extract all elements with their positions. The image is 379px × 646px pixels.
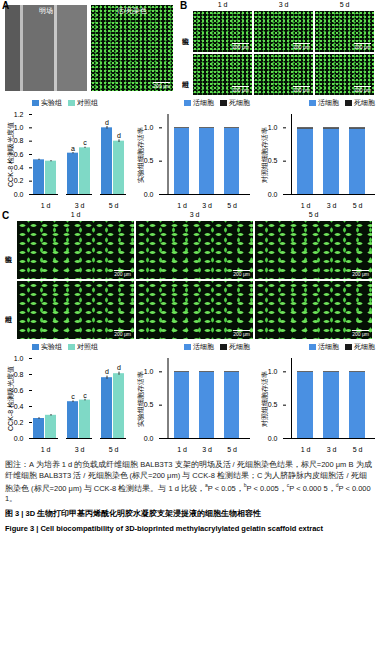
svg-text:5 d: 5 d	[109, 202, 119, 208]
svg-text:对照组细胞存活率: 对照组细胞存活率	[261, 127, 269, 183]
html-text:200 μm: 200 μm	[114, 271, 131, 277]
html-text:活细胞: 活细胞	[193, 99, 214, 106]
svg-text:0.2: 0.2	[14, 177, 24, 184]
svg-text:0.0: 0.0	[14, 191, 24, 198]
html-text:活细胞: 活细胞	[318, 99, 339, 106]
svg-text:1 d: 1 d	[41, 446, 51, 452]
html-text:1 d: 1 d	[70, 211, 81, 218]
svg-text:0.0: 0.0	[268, 435, 278, 442]
svg-text:1.0: 1.0	[144, 124, 154, 131]
html-text:200 μm: 200 μm	[233, 331, 250, 337]
html-text:死细胞: 死细胞	[354, 343, 375, 350]
html-text:200 μm: 200 μm	[232, 87, 249, 93]
svg-text:1.2: 1.2	[14, 111, 24, 118]
html-text:对照组: 对照组	[77, 99, 98, 106]
html-text:活细胞: 活细胞	[193, 343, 214, 350]
svg-text:1.0: 1.0	[14, 355, 24, 362]
html-text:200 μm: 200 μm	[352, 331, 369, 337]
svg-text:实验组细胞存活率: 实验组细胞存活率	[137, 371, 144, 427]
svg-text:0.8: 0.8	[14, 137, 24, 144]
html-text:死细胞: 死细胞	[229, 343, 250, 350]
svg-text:CCK-8 检测吸光度值: CCK-8 检测吸光度值	[7, 122, 14, 187]
svg-text:3 d: 3 d	[75, 202, 85, 208]
svg-text:d: d	[117, 132, 121, 139]
svg-text:1.0: 1.0	[268, 368, 278, 375]
html-text:200 μm: 200 μm	[233, 271, 250, 277]
svg-text:0.6: 0.6	[14, 387, 24, 394]
svg-text:c: c	[83, 392, 87, 399]
svg-text:5 d: 5 d	[353, 202, 363, 208]
svg-text:0.5: 0.5	[144, 157, 154, 164]
svg-text:实验组细胞存活率: 实验组细胞存活率	[137, 127, 144, 183]
svg-text:5 d: 5 d	[109, 446, 119, 452]
svg-text:3 d: 3 d	[327, 202, 337, 208]
svg-text:3 d: 3 d	[202, 202, 212, 208]
html-text:200 μm: 200 μm	[354, 44, 371, 50]
svg-text:1 d: 1 d	[301, 446, 311, 452]
svg-text:5 d: 5 d	[227, 202, 237, 208]
html-text:图 3 | 3D 生物打印甲基丙烯酰化明胶水凝胶支架浸提液的: 图 3 | 3D 生物打印甲基丙烯酰化明胶水凝胶支架浸提液的细胞生物相容性	[5, 509, 262, 518]
html-text:A: A	[2, 0, 10, 11]
svg-text:0.2: 0.2	[14, 419, 24, 426]
svg-text:d: d	[105, 368, 109, 375]
svg-text:0.0: 0.0	[144, 435, 154, 442]
svg-text:d: d	[117, 364, 121, 371]
svg-text:c: c	[83, 139, 87, 146]
html-text:B: B	[180, 0, 188, 11]
html-text:200 μm: 200 μm	[153, 83, 170, 89]
html-text:死细胞: 死细胞	[354, 99, 375, 106]
html-text:200 μm: 200 μm	[232, 44, 249, 50]
svg-text:0.5: 0.5	[268, 401, 278, 408]
svg-text:3 d: 3 d	[75, 446, 85, 452]
html-text:对照组: 对照组	[182, 74, 189, 75]
html-text:图注：A 为培养 1 d 的负载成纤维细胞 BALB3T3: 图注：A 为培养 1 d 的负载成纤维细胞 BALB3T3 支架的明场及活 / …	[5, 460, 372, 504]
svg-text:CCK-8 检测吸光度值: CCK-8 检测吸光度值	[7, 366, 14, 431]
svg-text:3 d: 3 d	[327, 446, 337, 452]
svg-text:5 d: 5 d	[227, 446, 237, 452]
svg-text:0.8: 0.8	[14, 371, 24, 378]
html-text:5 d: 5 d	[308, 211, 319, 218]
html-text:200 μm: 200 μm	[352, 271, 369, 277]
svg-text:0.0: 0.0	[144, 191, 154, 198]
html-text:5 d: 5 d	[339, 1, 350, 8]
svg-text:1 d: 1 d	[177, 446, 187, 452]
html-text:1 d: 1 d	[217, 1, 228, 8]
svg-text:d: d	[105, 119, 109, 126]
html-text:实验组: 实验组	[41, 343, 62, 350]
svg-text:0.0: 0.0	[268, 191, 278, 198]
html-text:200 μm: 200 μm	[293, 87, 310, 93]
html-text:活/死染色: 活/死染色	[117, 7, 147, 14]
svg-text:1 d: 1 d	[177, 202, 187, 208]
html-text:200 μm: 200 μm	[293, 44, 310, 50]
svg-text:0.5: 0.5	[144, 401, 154, 408]
html-text:死细胞: 死细胞	[229, 99, 250, 106]
html-text:C: C	[2, 210, 10, 221]
html-text:活细胞: 活细胞	[318, 343, 339, 350]
html-text:200 μm: 200 μm	[354, 87, 371, 93]
html-text:实验组: 实验组	[41, 99, 62, 106]
html-text:Figure 3 | Cell biocompatibili: Figure 3 | Cell biocompatibility of 3D-b…	[5, 523, 323, 533]
svg-text:1 d: 1 d	[41, 202, 51, 208]
html-text:实验组: 实验组	[182, 31, 189, 32]
html-text:对照组: 对照组	[77, 343, 98, 350]
svg-text:对照组细胞存活率: 对照组细胞存活率	[261, 371, 269, 427]
svg-text:5 d: 5 d	[353, 446, 363, 452]
svg-text:c: c	[71, 393, 75, 400]
svg-text:1 d: 1 d	[301, 202, 311, 208]
html-text:200 μm: 200 μm	[114, 331, 131, 337]
svg-text:1.0: 1.0	[144, 368, 154, 375]
svg-text:0.4: 0.4	[14, 164, 24, 171]
svg-text:1.0: 1.0	[268, 124, 278, 131]
svg-text:0.0: 0.0	[14, 435, 24, 442]
svg-text:a: a	[71, 145, 75, 152]
svg-text:1.0: 1.0	[14, 124, 24, 131]
html-text:明场: 明场	[39, 7, 53, 14]
html-text:3 d: 3 d	[189, 211, 200, 218]
svg-text:0.4: 0.4	[14, 403, 24, 410]
html-text:3 d: 3 d	[278, 1, 289, 8]
svg-text:0.6: 0.6	[14, 151, 24, 158]
svg-text:0.5: 0.5	[268, 157, 278, 164]
svg-text:3 d: 3 d	[202, 446, 212, 452]
